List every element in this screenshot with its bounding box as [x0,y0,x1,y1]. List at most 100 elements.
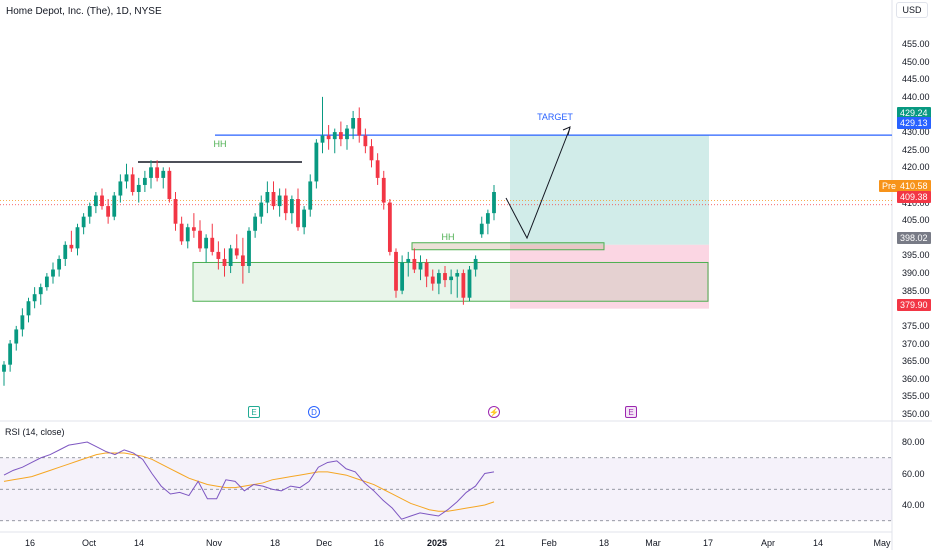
split-icon[interactable]: ⚡ [488,406,500,418]
support-zone [192,261,709,302]
price-tick: 355.00 [902,391,930,402]
candle-body [253,216,258,231]
candle-body [296,199,300,228]
price-tick: 455.00 [902,39,930,49]
time-tick: 18 [598,538,610,548]
time-tick: Nov [205,538,223,548]
candle-body [387,202,392,252]
time-tick: 18 [269,538,281,548]
chart-title: Home Depot, Inc. (The), 1D, NYSE [6,6,162,17]
candle-body [381,177,386,203]
candle-body [93,195,98,207]
candle-body [149,167,153,178]
candle-body [222,258,227,266]
time-tick: 16 [24,538,36,548]
price-tick: 375.00 [902,320,930,331]
price-tick: 395.00 [902,250,930,261]
candle-body [430,276,435,284]
time-tick: Apr [760,538,776,548]
candle-body [185,227,190,242]
earnings-icon[interactable]: E [248,406,260,418]
time-tick: 14 [812,538,824,548]
future-earnings-icon[interactable]: E [625,406,637,418]
loss-zone [510,244,709,309]
green-price-tag: 429.24 [897,107,931,119]
candle-body [20,315,25,330]
candle-body [320,135,325,143]
candle-body [75,227,80,249]
candle-body [32,294,37,302]
rsi-line [3,441,495,520]
price-tick: 370.00 [902,338,930,349]
price-tick: 445.00 [902,74,930,85]
candle-body [375,160,380,178]
candle-body [326,135,331,140]
candle-body [136,184,141,192]
candle-body [302,209,307,228]
candle-body [418,262,423,270]
candle-body [406,258,411,263]
candle-body [210,237,215,252]
candle-body [228,248,233,266]
price-tick: 360.00 [902,373,930,384]
time-tick: May [873,538,891,548]
rsi-tick: 60.00 [902,468,925,479]
candle-body [424,262,429,277]
hh-label-mid: HH [441,232,455,242]
candle-body [124,174,129,182]
target-label: TARGET [537,112,573,122]
time-tick: 21 [494,538,506,548]
candle-body [338,132,343,140]
price-tick: 390.00 [902,268,930,279]
blue-price-tag: 429.13 [897,117,931,129]
pre-price-tag: 410.58 [897,180,931,192]
candle-body [265,192,270,203]
price-tick: 425.00 [902,144,930,155]
candle-body [455,273,460,277]
projection-path [505,127,571,240]
candle-body [69,244,74,249]
price-tick: 385.00 [902,285,930,296]
candle-body [179,223,184,242]
hh-label-top: HH [213,139,227,149]
time-tick: Mar [645,538,661,548]
candle-body [142,177,147,185]
price-tick: 350.00 [902,409,930,419]
candle-body [167,170,172,200]
time-tick: 2025 [426,538,448,548]
candle-body [277,195,282,207]
candle-body [112,195,117,217]
candle-body [259,202,264,217]
time-tick: 14 [133,538,145,548]
candle-body [357,118,362,136]
candle-body [473,258,478,270]
stop-price-tag: 379.90 [897,299,931,311]
candle-body [57,258,62,270]
candle-body [173,199,178,224]
candle-body [400,262,405,291]
rsi-title: RSI (14, close) [5,427,65,437]
candle-body [436,273,441,284]
candle-body [191,227,196,231]
price-tick: 420.00 [902,162,930,173]
rsi-tick: 40.00 [902,500,925,510]
candle-body [412,258,417,270]
projection-arrow-head [562,126,571,136]
candle-body [14,329,19,344]
candle-body [216,251,221,259]
candle-body [485,213,490,224]
price-tick: 405.00 [902,215,930,226]
dividend-icon[interactable]: D [308,406,320,418]
candle-body [283,195,288,214]
candle-body [81,216,86,228]
time-tick: 17 [702,538,714,548]
currency-button[interactable]: USD [896,2,928,18]
candle-body [87,206,92,217]
candle-body [100,195,104,207]
candle-body [479,223,484,235]
candle-body [44,276,49,288]
candle-body [271,192,276,207]
price-tick: 440.00 [902,91,930,102]
candle-body [467,269,472,298]
